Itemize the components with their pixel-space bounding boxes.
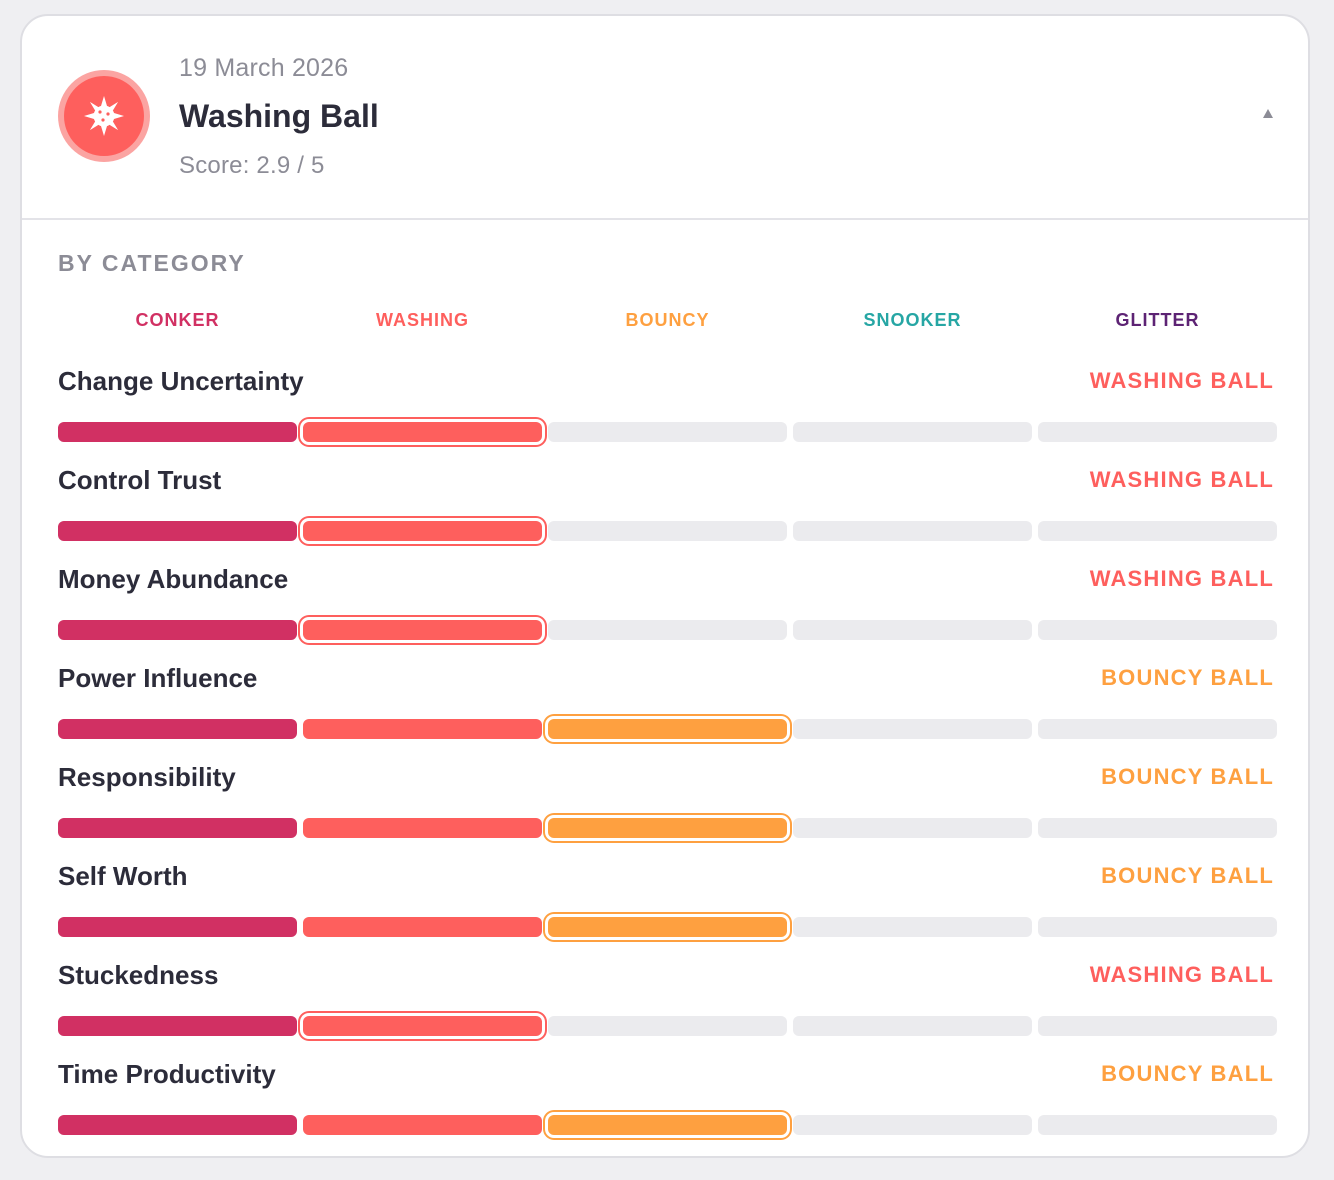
bar-segment-selected bbox=[548, 917, 787, 937]
bar-segment-selected bbox=[548, 1115, 787, 1135]
row-result: BOUNCY BALL bbox=[1101, 665, 1274, 690]
washing-ball-icon bbox=[84, 96, 124, 136]
bar-segment-empty bbox=[793, 917, 1032, 937]
bar-segment-empty bbox=[793, 818, 1032, 838]
bar-segment-filled bbox=[58, 1115, 297, 1135]
row-result: BOUNCY BALL bbox=[1101, 863, 1274, 888]
bar-segment-filled bbox=[303, 818, 542, 838]
category-header-washing: WASHING bbox=[375, 310, 469, 330]
bar-segment-empty bbox=[1038, 1016, 1277, 1036]
bar-segment-empty bbox=[1038, 422, 1277, 442]
collapse-toggle-button[interactable] bbox=[1256, 102, 1280, 126]
row-result: WASHING BALL bbox=[1089, 467, 1274, 492]
bar-segment-filled bbox=[58, 620, 297, 640]
row-label: Time Productivity bbox=[58, 1059, 276, 1089]
bar-segment-selected bbox=[303, 1016, 542, 1036]
row-label: Change Uncertainty bbox=[58, 366, 304, 396]
row-label: Responsibility bbox=[58, 762, 236, 792]
row-label: Stuckedness bbox=[58, 960, 219, 990]
bar-segment-selected bbox=[303, 422, 542, 442]
bar-segment-empty bbox=[548, 620, 787, 640]
bar-segment-empty bbox=[793, 422, 1032, 442]
bar-segment-selected bbox=[303, 521, 542, 541]
bar-segment-empty bbox=[548, 422, 787, 442]
row-result: WASHING BALL bbox=[1089, 368, 1274, 393]
bar-segment-empty bbox=[1038, 620, 1277, 640]
bar-segment-empty bbox=[548, 1016, 787, 1036]
bar-segment-empty bbox=[1038, 719, 1277, 739]
bar-segment-filled bbox=[58, 719, 297, 739]
row-label: Power Influence bbox=[58, 663, 258, 693]
result-card: 19 March 2026 Washing Ball Score: 2.9 / … bbox=[20, 14, 1310, 1158]
row-label: Money Abundance bbox=[58, 564, 289, 594]
bar-segment-filled bbox=[58, 917, 297, 937]
bar-segment-filled bbox=[58, 521, 297, 541]
bar-segment-empty bbox=[793, 1016, 1032, 1036]
chevron-up-icon bbox=[1263, 109, 1273, 118]
result-title: Washing Ball bbox=[179, 98, 379, 134]
bar-segment-empty bbox=[793, 620, 1032, 640]
bar-segment-filled bbox=[303, 1115, 542, 1135]
bar-segment-empty bbox=[1038, 818, 1277, 838]
category-header-snooker: SNOOKER bbox=[863, 310, 962, 330]
bar-segment-filled bbox=[58, 422, 297, 442]
bar-segment-filled bbox=[58, 818, 297, 838]
bar-segment-selected bbox=[548, 818, 787, 838]
bar-segment-filled bbox=[58, 1016, 297, 1036]
bar-segment-filled bbox=[303, 917, 542, 937]
bar-segment-empty bbox=[548, 521, 787, 541]
bar-segment-empty bbox=[793, 521, 1032, 541]
bar-segment-filled bbox=[303, 719, 542, 739]
row-label: Self Worth bbox=[58, 861, 188, 891]
bar-segment-selected bbox=[303, 620, 542, 640]
row-result: WASHING BALL bbox=[1089, 566, 1274, 591]
result-score: Score: 2.9 / 5 bbox=[179, 152, 325, 179]
row-result: BOUNCY BALL bbox=[1101, 1061, 1274, 1086]
row-label: Control Trust bbox=[58, 465, 222, 495]
section-heading: BY CATEGORY bbox=[58, 250, 246, 276]
category-header-conker: CONKER bbox=[135, 310, 220, 330]
result-header[interactable]: 19 March 2026 Washing Ball Score: 2.9 / … bbox=[22, 16, 1308, 220]
row-result: WASHING BALL bbox=[1089, 962, 1274, 987]
bar-segment-empty bbox=[1038, 1115, 1277, 1135]
bar-segment-empty bbox=[793, 719, 1032, 739]
bar-segment-empty bbox=[1038, 917, 1277, 937]
bar-segment-selected bbox=[548, 719, 787, 739]
category-header-glitter: GLITTER bbox=[1115, 310, 1200, 330]
result-date: 19 March 2026 bbox=[179, 54, 349, 82]
result-avatar bbox=[58, 70, 150, 162]
bar-segment-empty bbox=[1038, 521, 1277, 541]
row-result: BOUNCY BALL bbox=[1101, 764, 1274, 789]
category-header-bouncy: BOUNCY bbox=[625, 310, 710, 330]
bar-segment-empty bbox=[793, 1115, 1032, 1135]
